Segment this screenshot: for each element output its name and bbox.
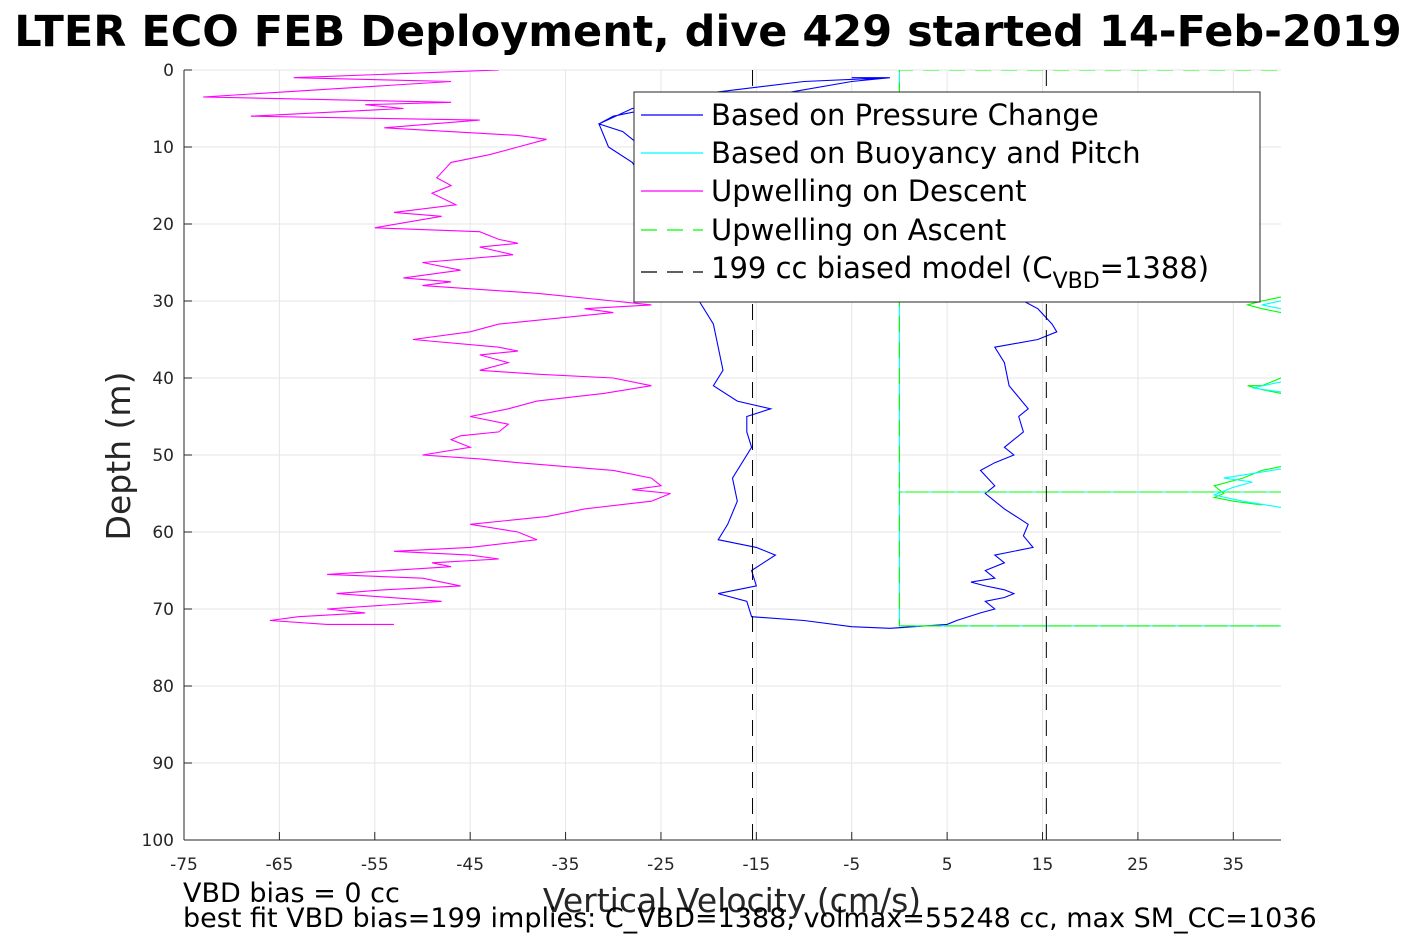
legend-label-buoyancy: Based on Buoyancy and Pitch	[711, 136, 1141, 170]
series-upwelling-on-descent	[203, 70, 671, 625]
x-tick-label: 35	[1222, 855, 1244, 875]
y-tick-label: 60	[152, 523, 174, 543]
legend-label-model: 199 cc biased model (CVBD=1388)	[711, 251, 1209, 294]
footer-bestfit: best fit VBD bias=199 implies: C_VBD=138…	[183, 903, 1317, 934]
x-tick-label: 5	[942, 855, 953, 875]
legend-label-ascent: Upwelling on Ascent	[711, 213, 1006, 247]
axes: -75 -65 -55 -45 -35 -25 -15 -5 5 15 25 350102030405…	[142, 61, 1281, 875]
y-tick-label: 90	[152, 754, 174, 774]
x-tick-label: -25	[647, 855, 675, 875]
y-axis-label: Depth (m)	[99, 372, 138, 541]
series-fragment	[1252, 381, 1281, 393]
series-fragment	[1212, 468, 1281, 508]
x-tick-label: 15	[1032, 855, 1054, 875]
x-tick-label: 25	[1127, 855, 1149, 875]
series-fragment	[1212, 466, 1281, 506]
legend-label-pressure: Based on Pressure Change	[711, 98, 1099, 132]
legend-box	[633, 91, 1261, 303]
y-tick-label: 70	[152, 600, 174, 620]
y-tick-label: 20	[152, 215, 174, 235]
y-tick-label: 80	[152, 677, 174, 697]
y-tick-label: 100	[142, 831, 174, 851]
legend: Based on Pressure Change Based on Buoyan…	[633, 91, 1261, 303]
series-fragment	[1245, 296, 1281, 314]
legend-label-descent: Upwelling on Descent	[711, 174, 1027, 208]
x-tick-label: -5	[843, 855, 860, 875]
chart-title: LTER ECO FEB Deployment, dive 429 starte…	[14, 7, 1401, 57]
x-tick-label: -65	[266, 855, 294, 875]
x-tick-label: -55	[361, 855, 389, 875]
y-tick-label: 50	[152, 446, 174, 466]
y-tick-label: 10	[152, 138, 174, 158]
x-tick-label: -45	[456, 855, 484, 875]
x-tick-label: -75	[170, 855, 198, 875]
x-tick-label: -35	[552, 855, 580, 875]
y-tick-label: 40	[152, 369, 174, 389]
series-fragment	[1247, 377, 1281, 394]
y-tick-label: 30	[152, 292, 174, 312]
y-tick-label: 0	[163, 61, 174, 81]
series-fragment	[1261, 300, 1281, 310]
x-tick-label: -15	[742, 855, 770, 875]
footer-bias: VBD bias = 0 cc	[183, 878, 400, 909]
x-axis-label: Vertical Velocity (cm/s)	[543, 881, 921, 920]
